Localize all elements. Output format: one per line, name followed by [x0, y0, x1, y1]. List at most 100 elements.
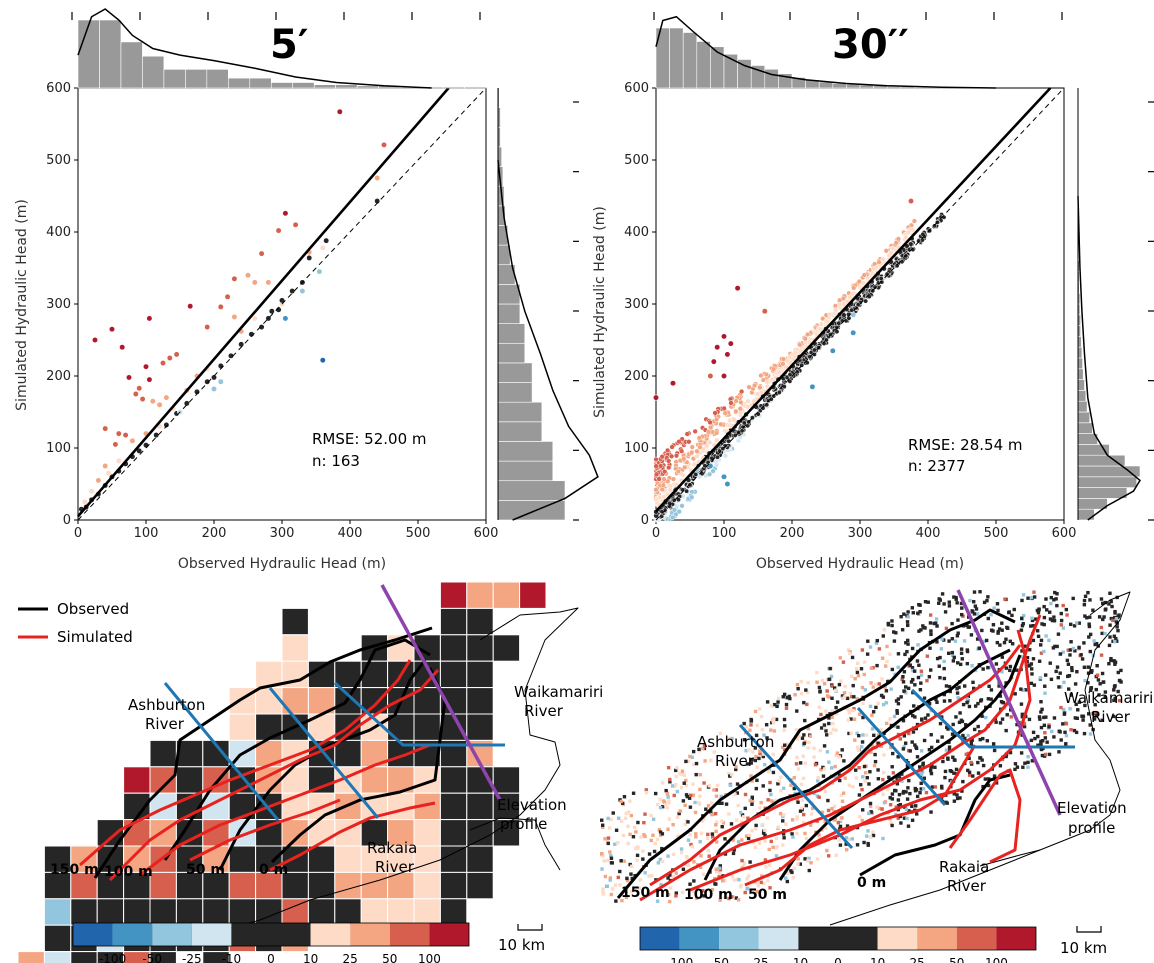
pixel-cell [904, 790, 908, 794]
data-point [706, 471, 713, 477]
pixel-cell [606, 858, 610, 863]
pixel-cell [942, 602, 946, 606]
pixel-cell [1109, 656, 1113, 661]
pixel-cell [821, 697, 825, 702]
pixel-cell [1101, 617, 1105, 622]
pixel-cell [929, 771, 934, 776]
panel-title: 5′ [270, 22, 308, 68]
pixel-cell [1057, 729, 1061, 733]
pixel-cell [848, 691, 853, 696]
pixel-cell [608, 850, 612, 854]
histogram-bar [1077, 487, 1128, 499]
grid-cell [387, 898, 415, 926]
grid-cell [413, 898, 441, 926]
contour-label-50: 50 m [748, 887, 787, 903]
right-histogram [497, 87, 599, 521]
histogram-bar [710, 46, 725, 89]
pixel-cell [1099, 653, 1104, 657]
pixel-cell [797, 734, 801, 739]
pixel-cell [738, 885, 743, 889]
pixel-cell [980, 714, 984, 718]
pixel-cell [666, 765, 671, 770]
pixel-cell [1043, 731, 1047, 735]
pixel-cell [718, 731, 723, 736]
pixel-cell [622, 859, 626, 863]
pixel-cell [616, 841, 620, 845]
pixel-cell [747, 833, 752, 838]
pixel-cell [1102, 615, 1106, 619]
pixel-cell [1042, 715, 1046, 720]
pixel-cell [865, 652, 870, 656]
pixel-cell [744, 725, 749, 729]
pixel-cell [664, 788, 668, 793]
pixel-cell [1059, 705, 1063, 710]
profile-line [856, 706, 947, 807]
pixel-cell [817, 795, 821, 799]
pixel-cell [888, 717, 892, 721]
pixel-cell [1101, 680, 1105, 684]
pixel-cell [1008, 639, 1013, 644]
pixel-cell [666, 795, 670, 799]
pixel-cell [1082, 598, 1087, 603]
grid-cell [149, 871, 177, 900]
waikamariri-label-2: River [1091, 708, 1131, 726]
observed-contour [778, 654, 1022, 881]
rakaia-label-2: River [375, 858, 415, 876]
simulated-contour [744, 744, 977, 887]
data-point [876, 259, 882, 265]
pixel-cell [937, 664, 941, 668]
rmse-annotation: RMSE: 28.54 m [908, 436, 1023, 454]
pixel-cell [900, 677, 904, 682]
histogram-bar [497, 244, 511, 266]
pixel-cell [709, 758, 713, 763]
pixel-cell [715, 783, 720, 788]
pixel-cell [746, 836, 751, 841]
pixel-cell [910, 665, 915, 670]
rakaia-label: Rakaia [939, 858, 989, 876]
pixel-cell [776, 782, 780, 786]
pixel-cell [653, 791, 658, 796]
pixel-cell [748, 860, 752, 864]
data-point [660, 482, 666, 488]
pixel-cell [986, 616, 990, 621]
pixel-cell [915, 659, 920, 663]
data-point [686, 439, 692, 445]
x-axis-label: Observed Hydraulic Head (m) [178, 556, 386, 572]
pixel-cell [636, 820, 640, 825]
pixel-cell [690, 845, 695, 849]
colorbar-tick-label: 50 [382, 952, 397, 963]
pixel-cell [918, 765, 922, 769]
pixel-cell [698, 865, 703, 870]
data-point [245, 272, 251, 279]
elevation-label: Elevation [1057, 799, 1127, 817]
pixel-cell [1113, 696, 1117, 701]
pixel-cell [935, 624, 939, 628]
pixel-cell [946, 757, 950, 761]
pixel-cell [782, 692, 787, 697]
pixel-cell [1093, 710, 1097, 715]
contour-label-0: 0 m [857, 875, 886, 891]
pixel-cell [837, 838, 841, 842]
x-tick-label: 200 [780, 526, 805, 541]
pixel-cell [1097, 615, 1102, 619]
pixel-cell [801, 754, 805, 758]
pixel-cell [796, 800, 800, 804]
histogram-bar [1077, 400, 1088, 413]
pixel-cell [790, 818, 795, 822]
y-tick-label: 0 [63, 513, 71, 528]
data-point [265, 279, 272, 286]
grid-cell [281, 687, 309, 715]
pixel-cell [1066, 648, 1070, 652]
pixel-cell [1092, 717, 1097, 721]
pixel-cell [908, 663, 912, 667]
pixel-cell [674, 768, 678, 773]
pixel-cell [937, 601, 941, 605]
data-point [911, 218, 918, 224]
pixel-cell [864, 733, 869, 737]
pixel-cell [919, 669, 924, 673]
pixel-cell [1076, 708, 1080, 712]
pixel-cell [750, 799, 755, 804]
grid-cell [439, 871, 468, 900]
pixel-cell [649, 838, 653, 843]
data-point [797, 342, 803, 348]
